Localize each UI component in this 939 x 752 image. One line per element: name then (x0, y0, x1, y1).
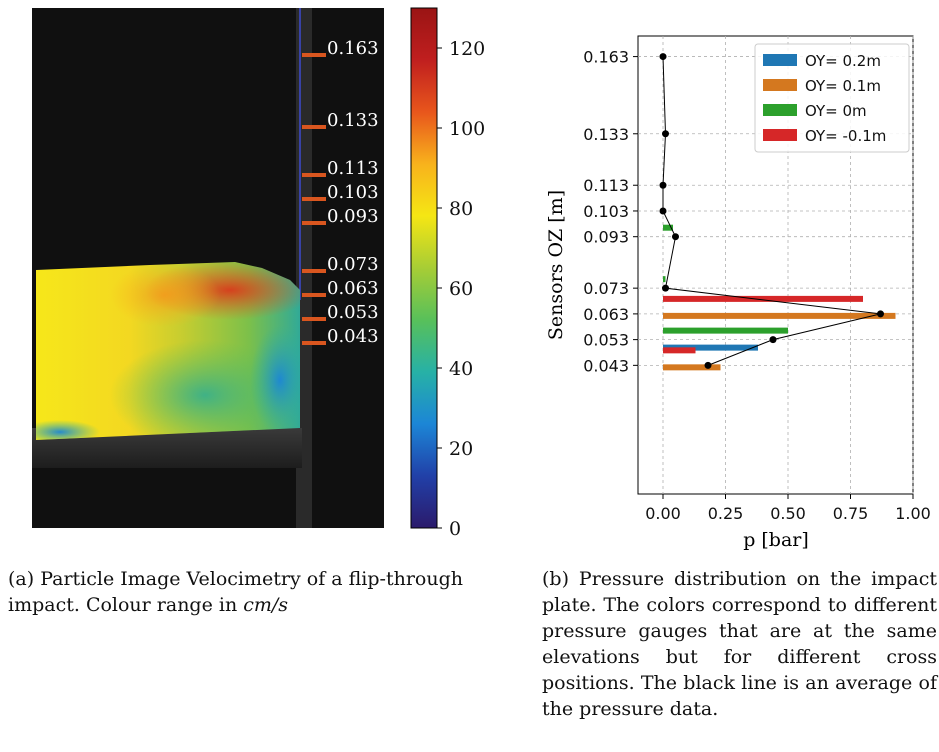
colorbar-ticks: 0 20 40 60 80 100 120 (437, 38, 485, 540)
velocity-field (36, 262, 300, 440)
average-line (659, 53, 884, 369)
sensor-marker (302, 317, 326, 321)
sensor-label: 0.133 (327, 110, 379, 131)
y-tick-label: 0.073 (583, 279, 629, 298)
bar (663, 276, 666, 283)
x-tick-label: 1.00 (895, 504, 931, 523)
sensor-label: 0.093 (327, 206, 379, 227)
colorbar-tick-label: 40 (449, 358, 473, 380)
bar (663, 312, 896, 319)
sensor-label: 0.163 (327, 38, 379, 59)
y-tick-label: 0.043 (583, 356, 629, 375)
sensor-label: 0.113 (327, 158, 379, 179)
sensor-label: 0.053 (327, 302, 379, 323)
sensor-markers: 0.163 0.133 0.113 0.103 0.093 0.073 0.063 0.053… (302, 38, 379, 347)
bar (663, 347, 696, 354)
colorbar-tick-label: 80 (449, 198, 473, 220)
sensor-marker (302, 125, 326, 129)
legend-label: OY= 0m (805, 102, 867, 120)
figure: 0.163 0.133 0.113 0.103 0.093 0.073 0.063 0.053… (32, 7, 931, 551)
bar (663, 344, 758, 351)
colorbar-tick-label: 120 (449, 38, 485, 60)
average-point (704, 361, 712, 369)
x-tick-label: 0.75 (833, 504, 869, 523)
bar (663, 224, 673, 231)
bars (663, 224, 896, 371)
sensor-label: 0.063 (327, 278, 379, 299)
sensor-marker (302, 341, 326, 345)
caption-a: (a) Particle Image Velocimetry of a flip… (8, 568, 463, 616)
colorbar-tick-label: 20 (449, 438, 473, 460)
bar (663, 327, 788, 334)
legend-label: OY= -0.1m (805, 127, 886, 145)
colorbar: 0 20 40 60 80 100 120 (410, 7, 485, 540)
caption-b: (b) Pressure distribution on the impact … (542, 568, 937, 720)
legend-swatch (763, 79, 797, 91)
sensor-marker (302, 221, 326, 225)
sensor-marker (302, 293, 326, 297)
colorbar-tick-label: 0 (449, 518, 461, 540)
y-tick-label: 0.093 (583, 228, 629, 247)
x-tick-label: 0.25 (708, 504, 744, 523)
sensor-label: 0.073 (327, 254, 379, 275)
y-tick-label: 0.053 (583, 331, 629, 350)
colorbar-tick-label: 60 (449, 278, 473, 300)
average-point (672, 233, 679, 241)
sensor-label: 0.043 (327, 326, 379, 347)
y-tick-label: 0.063 (583, 305, 629, 324)
colorbar-scale (410, 7, 438, 529)
average-point (877, 310, 884, 318)
x-tick-label: 0.00 (645, 504, 681, 523)
x-tick-label: 0.50 (770, 504, 806, 523)
piv-panel: 0.163 0.133 0.113 0.103 0.093 0.073 0.063 0.053… (32, 8, 384, 528)
legend-label: OY= 0.1m (805, 77, 881, 95)
sensor-marker (302, 53, 326, 57)
legend-box (754, 43, 910, 153)
axes: 0.00 0.25 0.50 0.75 1.00 0.043 0.053 0.063 0.073… (583, 48, 931, 523)
average-point (662, 284, 669, 292)
x-axis-label: p [bar] (743, 529, 809, 551)
average-point (659, 181, 667, 189)
average-point (769, 336, 777, 344)
sensor-marker (302, 197, 326, 201)
sensor-marker (302, 173, 326, 177)
legend-swatch (763, 104, 797, 116)
bar (663, 295, 863, 302)
average-point (659, 53, 667, 61)
y-tick-label: 0.103 (583, 202, 629, 221)
y-tick-label: 0.113 (583, 176, 629, 195)
y-axis-label: Sensors OZ [m] (545, 190, 567, 340)
sensor-marker (302, 269, 326, 273)
y-tick-label: 0.133 (583, 125, 629, 144)
legend-swatch (763, 129, 797, 141)
legend-label: OY= 0.2m (805, 52, 881, 70)
bar (663, 364, 721, 371)
average-point (659, 207, 667, 215)
average-point (662, 130, 669, 138)
legend-swatch (763, 54, 797, 66)
legend: OY= 0.2m OY= 0.1m OY= 0m OY= -0.1m (754, 43, 910, 153)
colorbar-tick-label: 100 (449, 118, 485, 140)
pressure-chart: 0.00 0.25 0.50 0.75 1.00 0.043 0.053 0.063 0.073… (545, 35, 931, 551)
sensor-label: 0.103 (327, 182, 379, 203)
y-tick-label: 0.163 (583, 48, 629, 67)
